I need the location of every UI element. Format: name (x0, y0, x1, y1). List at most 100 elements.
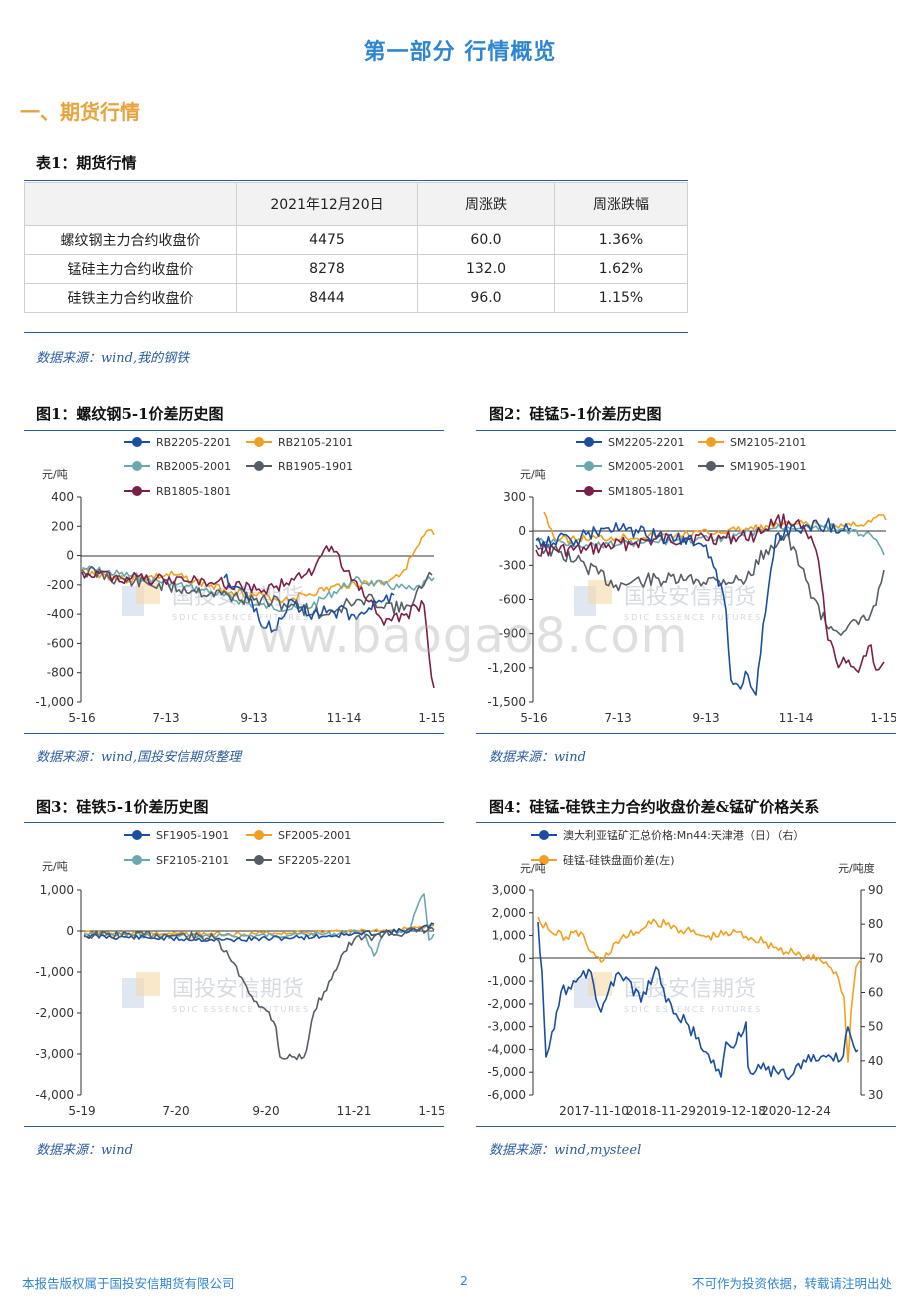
chart1-legend-2-label: RB2005-2001 (156, 460, 231, 473)
y-tick-label: 3,000 (492, 883, 526, 897)
x-tick-label: 2020-12-24 (761, 1104, 831, 1118)
x-tick-label: 9-13 (240, 711, 267, 725)
table-header-row: 2021年12月20日 周涨跌 周涨跌幅 (24, 182, 688, 226)
y-tick-label: 0 (518, 524, 526, 538)
y-tick-label-right: 60 (868, 986, 883, 1000)
x-tick-label: 7-20 (162, 1104, 189, 1118)
chart1-series-blue (223, 573, 395, 633)
chart2-legend-4-marker (584, 486, 594, 496)
y-tick-label: -300 (499, 558, 526, 572)
chart3-legend-3-marker (254, 855, 264, 865)
chart1-legend-2-marker (132, 461, 142, 471)
y-tick-label: -200 (47, 578, 74, 592)
chart1-legend-4-label: RB1805-1801 (156, 485, 231, 498)
table-caption: 表1：期货行情 (36, 154, 137, 172)
y-tick-label: -1,200 (487, 661, 526, 675)
table-header-cell: 2021年12月20日 (236, 182, 418, 226)
footer-page-number: 2 (460, 1273, 468, 1288)
x-tick-label: 11-21 (337, 1104, 372, 1118)
chart2-legend-1-marker (706, 437, 716, 447)
chart2-legend-4-label: SM1805-1801 (608, 485, 684, 498)
chart2-legend-0-marker (584, 437, 594, 447)
chart4-bottom-rule (476, 1126, 896, 1127)
y-tick-label: -800 (47, 666, 74, 680)
chart2-legend-3-marker (706, 461, 716, 471)
x-tick-label: 5-16 (520, 711, 547, 725)
y-tick-label: -1,000 (487, 974, 526, 988)
table-cell: 锰硅主力合约收盘价 (24, 254, 237, 284)
table-cell: 60.0 (417, 225, 555, 255)
table-bottom-rule (24, 332, 688, 333)
chart4-top-rule (476, 822, 896, 823)
y-tick-label: -2,000 (35, 1006, 74, 1020)
chart1-legend-0-label: RB2205-2201 (156, 436, 231, 449)
table-header-cell: 周涨跌幅 (554, 182, 688, 226)
chart3-legend-1-label: SF2005-2001 (278, 829, 351, 842)
chart1-source: 数据来源：wind,国投安信期货整理 (36, 750, 242, 765)
x-tick-label: 7-13 (152, 711, 179, 725)
chart3-logo-right (136, 972, 160, 996)
chart1-legend-1-marker (254, 437, 264, 447)
y-tick-label: 400 (51, 490, 74, 504)
y-tick-label: -600 (47, 636, 74, 650)
chart3-bottom-rule (24, 1126, 444, 1127)
chart4-source: 数据来源：wind,mysteel (489, 1143, 642, 1158)
y-tick-label: 0 (66, 549, 74, 563)
futures-table: 2021年12月20日 周涨跌 周涨跌幅 螺纹钢主力合约收盘价 4475 60.… (24, 182, 688, 313)
y-tick-label: 200 (51, 519, 74, 533)
chart1-legend-1-label: RB2105-2101 (278, 436, 353, 449)
chart4-watermark-cn: 国投安信期货 (624, 977, 756, 1002)
chart2-top-rule (476, 430, 896, 431)
y-tick-label-right: 90 (868, 883, 883, 897)
chart3-caption: 图3：硅铁5-1价差历史图 (36, 798, 209, 816)
chart2-series-blue (535, 517, 852, 696)
chart2-unit: 元/吨 (520, 468, 546, 481)
table-cell: 8444 (236, 283, 418, 313)
chart3-legend-2-label: SF2105-2101 (156, 854, 229, 867)
y-tick-label-right: 30 (868, 1088, 883, 1102)
footer-copyright: 本报告版权属于国投安信期货有限公司 (22, 1276, 235, 1291)
table-header-cell (24, 182, 237, 226)
table-cell: 1.62% (554, 254, 688, 284)
y-tick-label: -3,000 (35, 1047, 74, 1061)
chart2-bottom-rule (476, 733, 896, 734)
chart2-legend-2-label: SM2005-2001 (608, 460, 684, 473)
chart3-svg: SF1905-1901 SF2005-2001 SF2105-2101 SF2205-… (35, 829, 444, 1118)
footer-disclaimer: 不可作为投资依据，转载请注明出处 (691, 1276, 892, 1291)
y-tick-label: 1,000 (492, 929, 526, 943)
chart3-legend-0-label: SF1905-1901 (156, 829, 229, 842)
chart3-watermark-cn: 国投安信期货 (172, 977, 304, 1002)
chart1-legend-0-marker (132, 437, 142, 447)
table-cell: 4475 (236, 225, 418, 255)
table-cell: 132.0 (417, 254, 555, 284)
chart3-legend-3-label: SF2205-2201 (278, 854, 351, 867)
x-tick-label: 7-13 (604, 711, 631, 725)
x-tick-label: 1-15 (418, 711, 444, 725)
table-top-rule (24, 180, 688, 181)
y-tick-label: -5,000 (487, 1065, 526, 1079)
chart1-svg: RB2205-2201 RB2105-2101 RB2005-2001 RB1905-… (35, 436, 444, 725)
site-watermark: www.baogao8.com (218, 608, 689, 664)
x-tick-label: 9-13 (692, 711, 719, 725)
y-tick-label: 300 (503, 490, 526, 504)
chart2-watermark-cn: 国投安信期货 (624, 585, 756, 610)
chart4-legend-1-label: 硅锰-硅铁盘面价差(左) (563, 853, 675, 867)
page-title: 第一部分 行情概览 (363, 39, 557, 65)
y-tick-label: -2,000 (487, 997, 526, 1011)
y-tick-label-right: 50 (868, 1020, 883, 1034)
chart3-legend-1-marker (254, 830, 264, 840)
chart4-series-orange (537, 916, 862, 1063)
y-tick-label: -4,000 (35, 1088, 74, 1102)
y-tick-label-right: 40 (868, 1054, 883, 1068)
chart3-top-rule (24, 822, 444, 823)
chart4-caption: 图4：硅锰-硅铁主力合约收盘价差&锰矿价格关系 (489, 798, 820, 816)
chart2-legend-0-label: SM2205-2201 (608, 436, 684, 449)
x-tick-label: 9-20 (252, 1104, 279, 1118)
chart2-legend-1-label: SM2105-2101 (730, 436, 806, 449)
table-row: 硅铁主力合约收盘价 8444 96.0 1.15% (24, 283, 688, 313)
table-cell: 1.36% (554, 225, 688, 255)
table-cell: 8278 (236, 254, 418, 284)
chart3-unit: 元/吨 (42, 860, 68, 873)
chart1-unit: 元/吨 (42, 468, 68, 481)
chart2-series-maroon (535, 513, 885, 674)
